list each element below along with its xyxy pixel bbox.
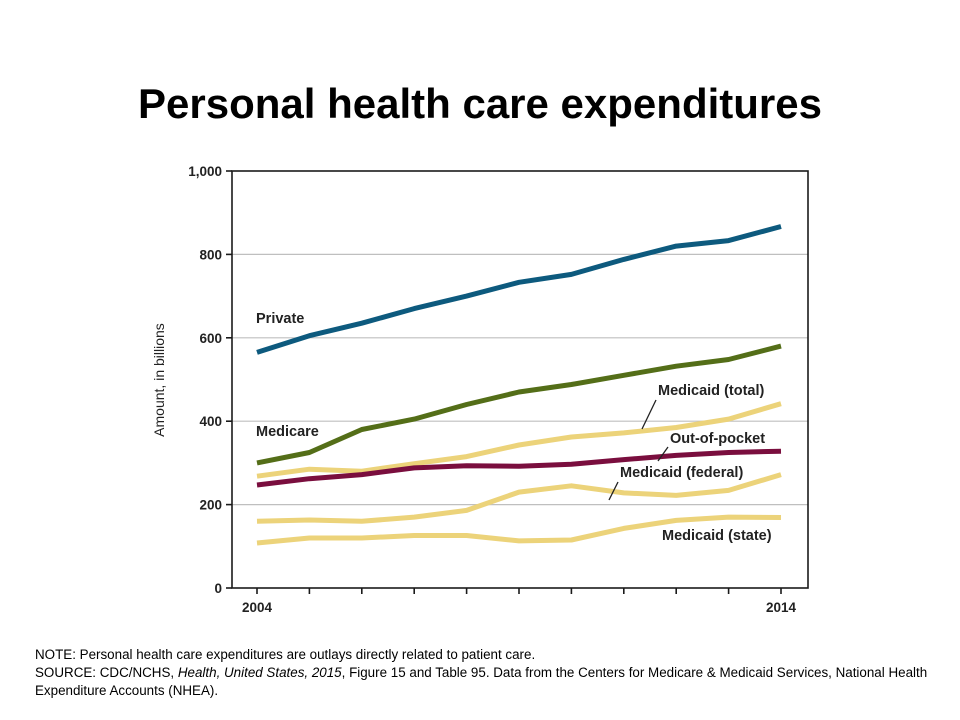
series-label-medicaid-state: Medicaid (state) xyxy=(662,528,772,544)
leader-line-medicaid-federal xyxy=(608,481,619,501)
y-tick-label-1000: 1,000 xyxy=(188,164,222,179)
series-line-medicaid-state xyxy=(256,514,782,546)
y-tick-label-0: 0 xyxy=(214,581,222,596)
footnote: NOTE: Personal health care expenditures … xyxy=(35,646,940,700)
leader-line-out-of-pocket xyxy=(657,446,669,462)
series-label-medicare: Medicare xyxy=(256,424,319,440)
footnote-source-suffix: , Figure 15 and Table 95. Data from the … xyxy=(35,665,928,698)
y-tick-label-600: 600 xyxy=(199,331,222,346)
y-tick-label-400: 400 xyxy=(199,414,222,429)
footnote-note: NOTE: Personal health care expenditures … xyxy=(35,647,536,662)
x-tick-label-2014: 2014 xyxy=(766,600,797,615)
series-line-out-of-pocket xyxy=(256,448,782,488)
series-line-private xyxy=(256,224,782,355)
series-label-out-of-pocket: Out-of-pocket xyxy=(670,431,765,447)
grid-lines xyxy=(232,253,808,506)
leader-line-medicaid-total xyxy=(641,399,657,430)
footnote-source-italic: Health, United States, 2015 xyxy=(177,665,342,680)
axes: 0 200 400 600 800 1,000 2004 2014 Amount, in bil… xyxy=(151,164,809,615)
series-label-private: Private xyxy=(256,311,304,327)
series-label-medicaid-federal: Medicaid (federal) xyxy=(620,465,743,481)
y-tick-label-800: 800 xyxy=(199,247,222,262)
x-tick-label-2004: 2004 xyxy=(242,600,273,615)
series-lines xyxy=(256,224,782,546)
page-title: Personal health care expenditures xyxy=(138,80,822,127)
series-label-medicaid-total: Medicaid (total) xyxy=(658,383,765,399)
footnote-source: SOURCE: CDC/NCHS, Health, United States,… xyxy=(35,664,940,700)
series-line-medicaid-federal xyxy=(256,472,782,524)
y-tick-label-200: 200 xyxy=(199,498,222,513)
series-line-medicare xyxy=(256,343,782,466)
series-line-medicaid-total xyxy=(256,401,782,479)
chart: 0 200 400 600 800 1,000 2004 2014 Amount, in bil… xyxy=(151,164,809,615)
footnote-source-prefix: SOURCE: CDC/NCHS, xyxy=(35,665,178,680)
plot-frame xyxy=(231,170,809,589)
series-labels: Private Medicare Medicaid (total) Out-of-po… xyxy=(256,311,772,544)
y-axis-label: Amount, in billions xyxy=(151,323,167,437)
